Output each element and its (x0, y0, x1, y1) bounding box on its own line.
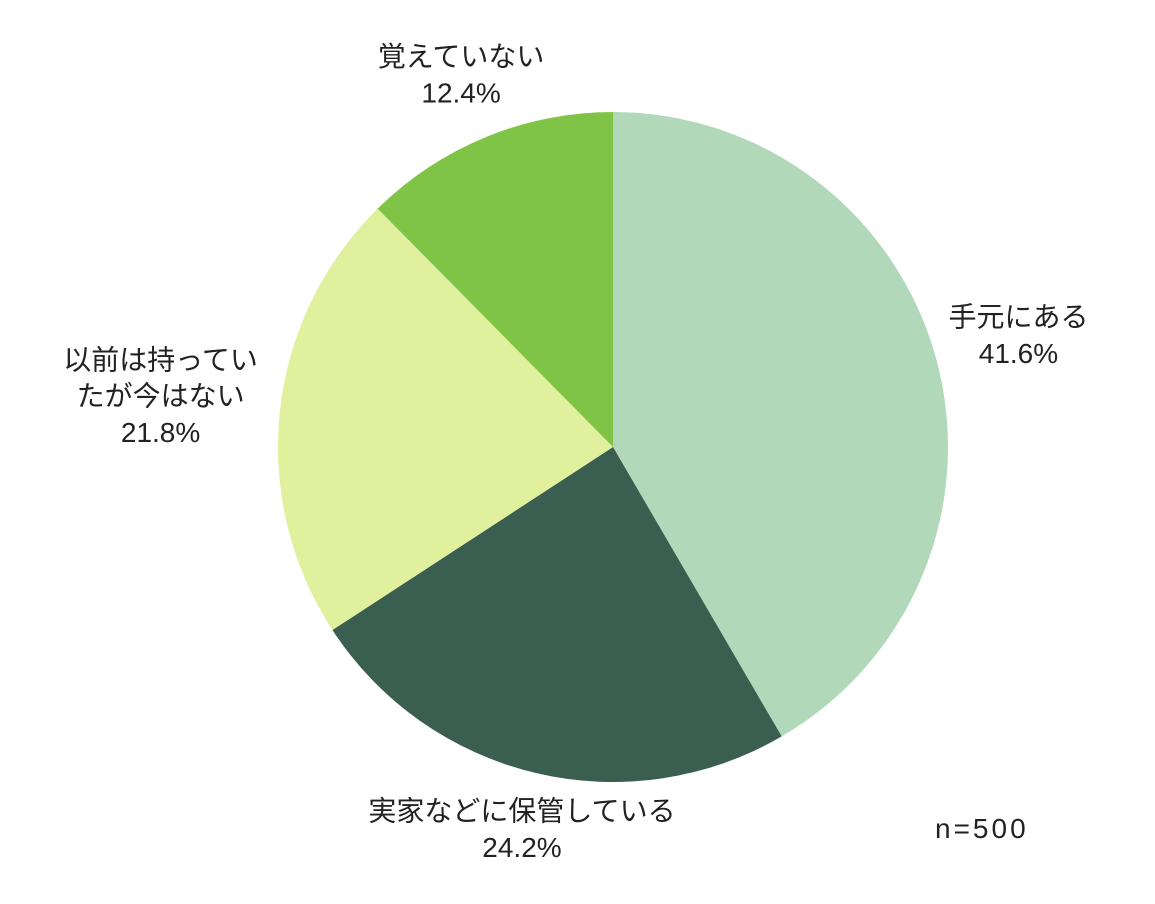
slice-label: 手元にある (948, 302, 1088, 333)
slice-label-line: 実家などに保管している (368, 796, 675, 827)
slice-label: 実家などに保管している (368, 796, 675, 827)
pie-slice (332, 447, 782, 783)
pie-slice (277, 208, 613, 631)
slice-label-line: 覚えていない (378, 41, 545, 72)
slice-label-line: 手元にある (948, 302, 1088, 333)
slice-label-line: 以前は持ってい (63, 345, 258, 376)
slice-value-label: 41.6% (979, 338, 1058, 369)
slice-label: 覚えていない (378, 41, 545, 72)
pie-slice (377, 112, 613, 447)
sample-size-note: n=500 (935, 813, 1029, 844)
slice-value-label: 21.8% (121, 417, 200, 448)
slice-value-label: 24.2% (482, 832, 561, 863)
slice-label: 以前は持っていたが今はない (63, 345, 258, 412)
slice-label-line: たが今はない (77, 381, 245, 412)
pie-slice (613, 112, 949, 737)
slice-value-label: 12.4% (421, 77, 500, 108)
